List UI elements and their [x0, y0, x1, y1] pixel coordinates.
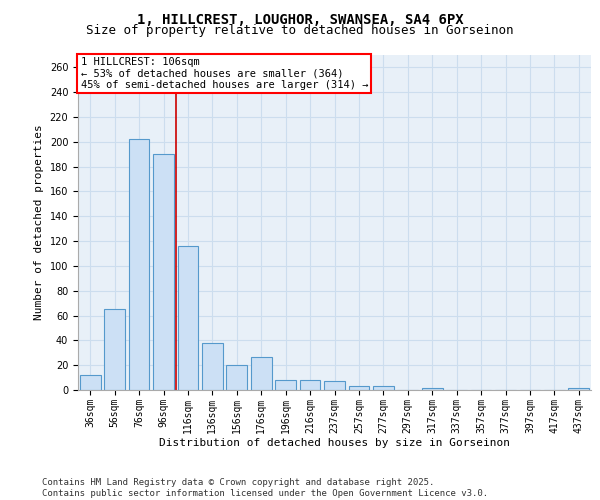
Bar: [202, 343, 223, 390]
Bar: [275, 380, 296, 390]
Text: 1 HILLCREST: 106sqm
← 53% of detached houses are smaller (364)
45% of semi-detac: 1 HILLCREST: 106sqm ← 53% of detached ho…: [80, 56, 368, 90]
Bar: [128, 140, 149, 390]
Bar: [324, 382, 345, 390]
Bar: [226, 365, 247, 390]
Bar: [373, 386, 394, 390]
Bar: [422, 388, 443, 390]
Text: Contains HM Land Registry data © Crown copyright and database right 2025.
Contai: Contains HM Land Registry data © Crown c…: [42, 478, 488, 498]
Text: Size of property relative to detached houses in Gorseinon: Size of property relative to detached ho…: [86, 24, 514, 37]
Bar: [178, 246, 199, 390]
Bar: [251, 356, 272, 390]
Text: 1, HILLCREST, LOUGHOR, SWANSEA, SA4 6PX: 1, HILLCREST, LOUGHOR, SWANSEA, SA4 6PX: [137, 12, 463, 26]
Bar: [104, 310, 125, 390]
Y-axis label: Number of detached properties: Number of detached properties: [34, 124, 44, 320]
Bar: [299, 380, 320, 390]
X-axis label: Distribution of detached houses by size in Gorseinon: Distribution of detached houses by size …: [159, 438, 510, 448]
Bar: [80, 375, 101, 390]
Bar: [568, 388, 589, 390]
Bar: [153, 154, 174, 390]
Bar: [349, 386, 370, 390]
